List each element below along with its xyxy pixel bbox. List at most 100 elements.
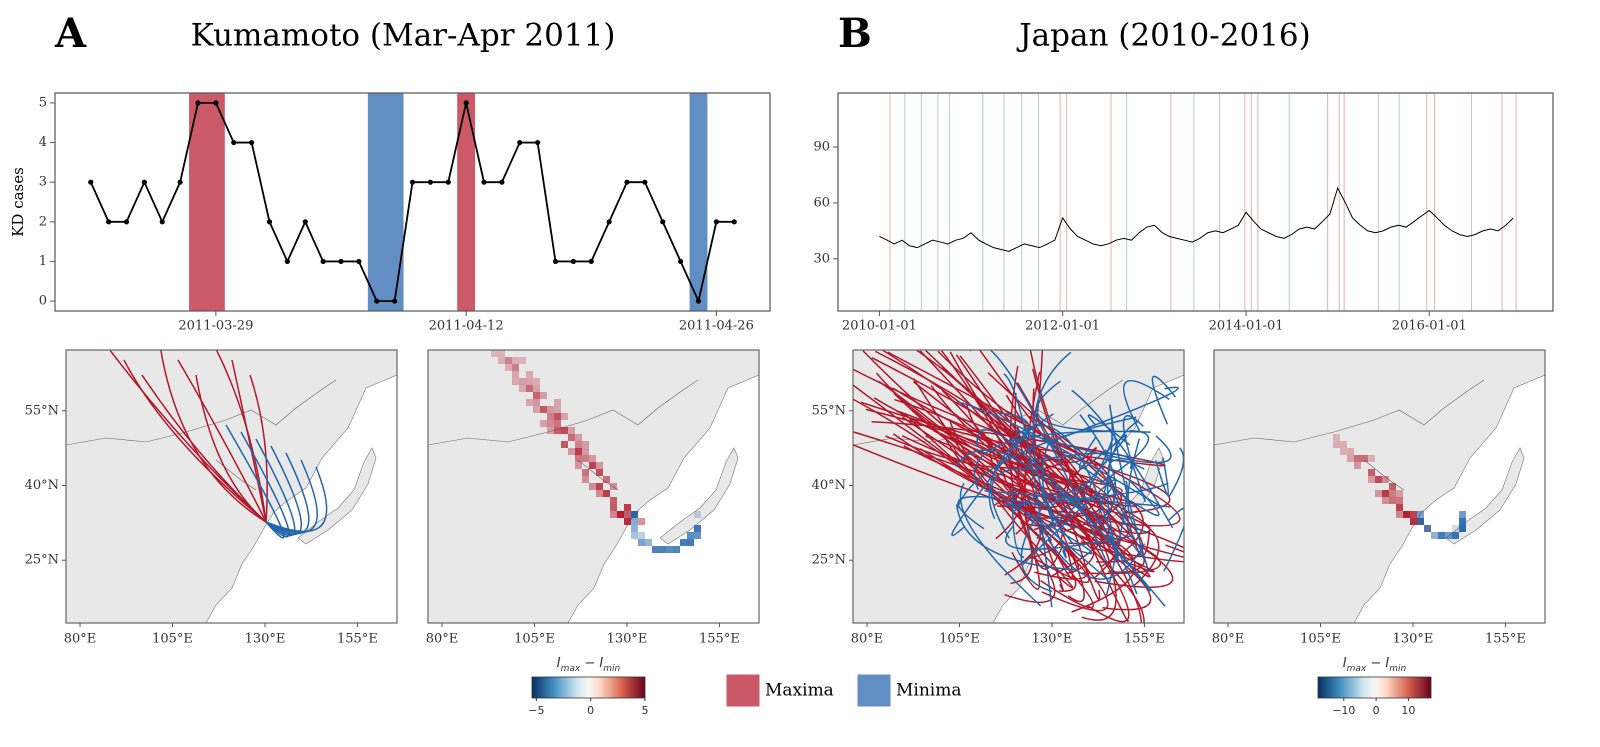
heat-cell: [631, 518, 638, 525]
heat-cell: [540, 406, 547, 413]
heat-cell: [1389, 497, 1396, 504]
heat-cell: [1368, 476, 1375, 483]
heat-cell: [1424, 525, 1431, 532]
y-tick-label: 3: [39, 175, 47, 190]
colorbar: [531, 676, 646, 699]
heat-cell: [575, 462, 582, 469]
extreme-span: [1327, 93, 1329, 311]
data-point: [374, 298, 380, 304]
trajectory: [1053, 386, 1179, 442]
y-tick-label: 5: [39, 95, 47, 110]
trajectory: [995, 455, 1027, 540]
data-point: [177, 179, 183, 185]
extreme-span: [1338, 93, 1340, 311]
trajectory: [1027, 452, 1133, 469]
legend-label: Minima: [896, 681, 962, 701]
y-tick-label: 25°N: [25, 553, 59, 568]
heat-cell: [1368, 469, 1375, 476]
y-tick-label: 60: [813, 195, 830, 210]
label-part: I: [557, 656, 561, 671]
data-point: [731, 219, 737, 225]
trajectory: [955, 504, 1078, 571]
heat-cell: [638, 518, 645, 525]
trajectory: [240, 431, 290, 538]
y-tick-label: 55°N: [25, 403, 59, 418]
data-point: [606, 219, 612, 225]
heat-cell: [1354, 455, 1361, 462]
heat-cell: [561, 441, 568, 448]
heat-cell: [1410, 511, 1417, 518]
map-content: [428, 350, 759, 623]
extreme-span: [1244, 93, 1246, 311]
data-line: [89, 102, 735, 304]
heat-cell: [533, 378, 540, 385]
heat-cell: [1396, 504, 1403, 511]
x-tick-label: 2011-04-26: [679, 319, 754, 334]
japan: [659, 447, 739, 545]
ocean: [567, 374, 759, 623]
heat-cell: [533, 385, 540, 392]
heat-cell: [1333, 434, 1340, 441]
colorbar-label: Imax − Imin: [1343, 656, 1407, 674]
trajectory: [994, 409, 1117, 621]
data-point: [660, 219, 666, 225]
heat-cell: [554, 413, 561, 420]
heat-cell: [540, 392, 547, 399]
trajectory: [896, 410, 1037, 535]
heat-cell: [1459, 525, 1466, 532]
data-point: [535, 139, 541, 146]
map-content: [66, 350, 397, 623]
trajectory: [1122, 415, 1147, 503]
heat-cell: [526, 399, 533, 406]
data-point: [266, 219, 273, 225]
data-point: [88, 179, 94, 185]
trajectory: [959, 483, 1042, 607]
heat-cell: [1375, 476, 1382, 483]
panel-title: Japan (2010-2016): [1016, 18, 1311, 54]
extreme-span: [1434, 93, 1436, 311]
extreme-span: [1059, 93, 1061, 311]
trajectory: [901, 416, 1136, 613]
heat-cell: [526, 371, 533, 378]
heat-cell: [1375, 490, 1382, 497]
heat-cell: [1389, 483, 1396, 490]
map-frame: [852, 349, 1185, 624]
trajectory: [853, 384, 1088, 580]
extreme-span: [1193, 93, 1195, 311]
y-tick-label: 0: [39, 294, 47, 309]
heat-cell: [1340, 448, 1347, 455]
plot-frame: [837, 92, 1554, 312]
y-tick-label: 30: [813, 251, 830, 266]
heat-cell: [624, 504, 631, 511]
extreme-span: [1288, 93, 1290, 311]
heat-cell: [652, 546, 659, 553]
heat-cell: [1452, 532, 1459, 539]
heat-cell: [554, 427, 561, 434]
heat-cell: [1361, 455, 1368, 462]
panel-letter: B: [838, 10, 872, 57]
heat-cell: [1368, 455, 1375, 462]
heat-cell: [1375, 476, 1382, 483]
legend-label: Maxima: [765, 681, 834, 701]
data-point: [463, 100, 469, 106]
heat-cell: [596, 490, 603, 497]
heat-cell: [582, 476, 589, 483]
data-point: [588, 258, 594, 265]
trajectory: [1163, 507, 1184, 572]
panel-title: Kumamoto (Mar-Apr 2011): [191, 18, 616, 54]
heat-cell: [666, 546, 673, 553]
data-point: [552, 258, 559, 265]
extreme-span: [920, 93, 922, 311]
trajectory: [1009, 424, 1120, 566]
data-point: [231, 139, 237, 146]
map-frame: [65, 349, 398, 624]
data-point: [642, 179, 648, 185]
trajectory: [887, 351, 1181, 527]
heat-cell: [568, 448, 575, 455]
extreme-span: [1343, 93, 1345, 311]
extreme-span: [1021, 93, 1023, 311]
trajectory: [1014, 429, 1172, 464]
data-point: [249, 139, 255, 146]
label-part: − I: [580, 656, 603, 671]
heat-cell: [610, 497, 617, 504]
